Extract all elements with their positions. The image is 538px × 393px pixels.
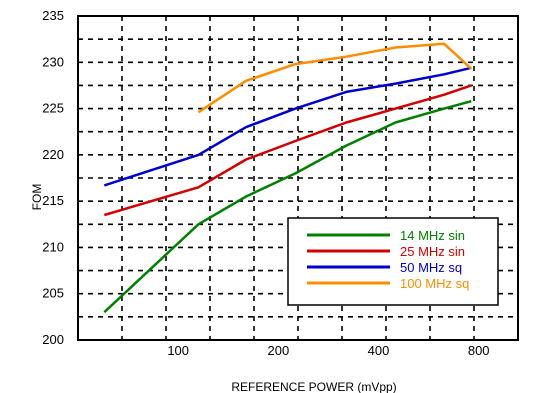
series-line	[197, 42, 473, 114]
y-axis-title: FOM	[30, 184, 44, 211]
legend-label: 14 MHz sin	[400, 228, 465, 243]
y-tick-label: 235	[42, 8, 64, 23]
y-tick-label: 225	[42, 101, 64, 116]
y-tick-label: 215	[42, 193, 64, 208]
legend-label: 50 MHz sq	[400, 260, 462, 275]
x-tick-labels: 100 200 400 800	[167, 343, 489, 358]
x-tick-label: 400	[368, 343, 390, 358]
y-tick-label: 230	[42, 54, 64, 69]
y-tick-labels: 200 205 210 215 220 225 230 235	[42, 8, 64, 347]
y-tick-label: 220	[42, 147, 64, 162]
series-line	[103, 84, 472, 217]
plot-frame	[77, 15, 519, 341]
series-lines	[103, 42, 473, 314]
legend-label: 100 MHz sq	[400, 276, 469, 291]
x-tick-label: 100	[167, 343, 189, 358]
y-tick-label: 200	[42, 332, 64, 347]
legend-label: 25 MHz sin	[400, 244, 465, 259]
series-line	[103, 99, 472, 314]
x-axis-title: REFERENCE POWER (mVpp)	[231, 380, 396, 393]
x-tick-label: 800	[468, 343, 490, 358]
y-tick-label: 205	[42, 286, 64, 301]
series-line	[103, 66, 472, 187]
legend-box	[287, 217, 499, 306]
y-tick-label: 210	[42, 239, 64, 254]
x-tick-label: 200	[267, 343, 289, 358]
